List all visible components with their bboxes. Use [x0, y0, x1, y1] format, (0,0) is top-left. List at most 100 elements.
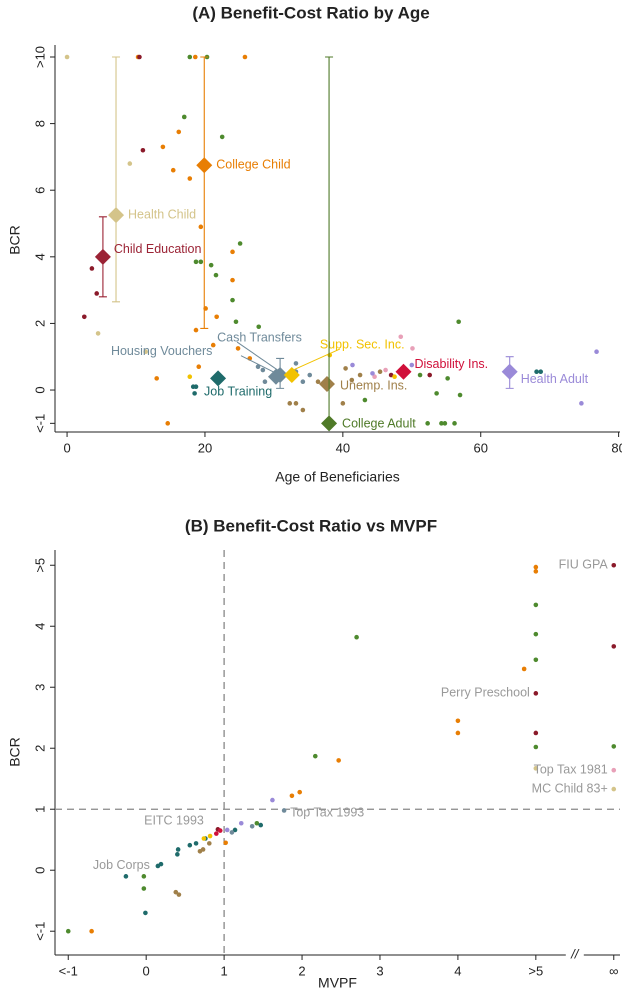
x-tick-label: 1	[220, 963, 227, 978]
x-tick-label: 80	[611, 440, 622, 455]
data-point	[235, 346, 241, 351]
y-axis-label: BCR	[7, 225, 23, 255]
data-point	[427, 372, 433, 378]
data-point	[312, 753, 318, 759]
data-point	[409, 362, 415, 368]
data-point	[533, 766, 539, 771]
data-point	[193, 841, 199, 846]
data-point	[65, 928, 71, 934]
error-bar	[112, 56, 121, 303]
y-tick-label: <-1	[32, 414, 47, 433]
highlight-label: Unemp. Ins.	[340, 378, 407, 392]
data-point	[208, 262, 214, 268]
data-point	[198, 224, 204, 230]
data-point	[398, 334, 404, 340]
data-point	[392, 374, 397, 380]
highlight-label: Job Training	[204, 385, 272, 399]
leader-line	[290, 348, 341, 372]
data-point	[445, 376, 450, 381]
data-point	[452, 421, 457, 426]
data-point	[196, 364, 202, 370]
y-tick-label: <-1	[32, 922, 47, 941]
data-point	[315, 379, 321, 385]
data-point	[611, 644, 617, 649]
y-tick-label: 4	[32, 623, 47, 630]
panel: (A) Benefit-Cost Ratio by Age Age of Bene…	[7, 3, 622, 484]
leader-line	[240, 355, 276, 374]
data-point	[425, 421, 430, 426]
data-point	[270, 797, 275, 803]
data-point	[410, 346, 415, 351]
highlight-diamond	[395, 363, 412, 380]
annotation: FIU GPA	[559, 558, 609, 572]
data-point	[533, 691, 539, 696]
data-point	[214, 314, 219, 320]
x-tick-label: 2	[298, 963, 305, 978]
y-axis-label: BCR	[7, 737, 23, 767]
x-axis-label: MVPF	[318, 975, 357, 991]
data-point	[297, 789, 303, 795]
x-axis-label: Age of Beneficiaries	[275, 469, 400, 485]
data-point	[140, 147, 146, 153]
data-point	[533, 569, 539, 574]
annotation: Top Tax 1981	[534, 762, 608, 776]
data-point	[94, 291, 100, 296]
data-point	[258, 822, 264, 828]
highlight-diamond	[318, 376, 335, 393]
data-point	[534, 369, 539, 375]
panel: (B) Benefit-Cost Ratio vs MVPF MVPF BCR <-1…	[7, 516, 620, 991]
annotation: MC Child 83+	[532, 781, 608, 795]
annotation: Perry Preschool	[441, 686, 530, 700]
data-point	[200, 847, 206, 852]
data-point	[193, 54, 198, 60]
data-point	[281, 808, 287, 813]
data-point	[230, 297, 235, 303]
data-point	[388, 372, 394, 378]
data-point	[533, 744, 539, 750]
data-point	[201, 836, 207, 841]
data-point	[187, 842, 193, 848]
data-point	[533, 657, 539, 663]
data-point	[533, 730, 539, 736]
x-tick-label: 3	[376, 963, 383, 978]
y-tick-label: 4	[32, 253, 47, 260]
highlight-label: Disability Ins.	[415, 357, 489, 371]
data-point	[533, 602, 539, 608]
data-point	[193, 327, 199, 333]
data-point	[300, 379, 306, 385]
highlight-diamond	[196, 157, 213, 174]
data-point	[349, 377, 355, 383]
data-point	[187, 374, 193, 380]
data-point	[455, 730, 461, 736]
data-point	[187, 54, 193, 60]
data-point	[64, 54, 70, 60]
data-point	[417, 372, 423, 378]
data-point	[165, 421, 171, 426]
data-point	[223, 840, 228, 846]
data-point	[207, 833, 213, 839]
data-point	[224, 827, 230, 833]
highlight-label: Health Child	[128, 207, 196, 221]
data-point	[95, 331, 101, 336]
data-point	[193, 384, 199, 390]
highlight-label: College Adult	[342, 417, 416, 431]
annotation: Top Tax 1993	[290, 806, 364, 820]
data-point	[579, 401, 584, 406]
x-tick-label: 4	[454, 963, 461, 978]
data-point	[336, 758, 341, 763]
data-point	[260, 367, 266, 373]
highlight-label: Supp. Sec. Inc.	[320, 337, 405, 351]
data-point	[372, 374, 377, 380]
highlight-diamond	[283, 367, 300, 384]
highlight-label: Health Adult	[521, 372, 589, 386]
data-point	[354, 634, 359, 640]
data-point	[127, 161, 133, 166]
highlight-diamond	[108, 207, 125, 224]
data-point	[154, 376, 159, 381]
y-tick-label: 1	[32, 806, 47, 813]
data-point	[456, 319, 461, 325]
highlight-label: Housing Vouchers	[111, 344, 212, 358]
data-point	[255, 364, 261, 370]
data-point	[238, 820, 244, 826]
